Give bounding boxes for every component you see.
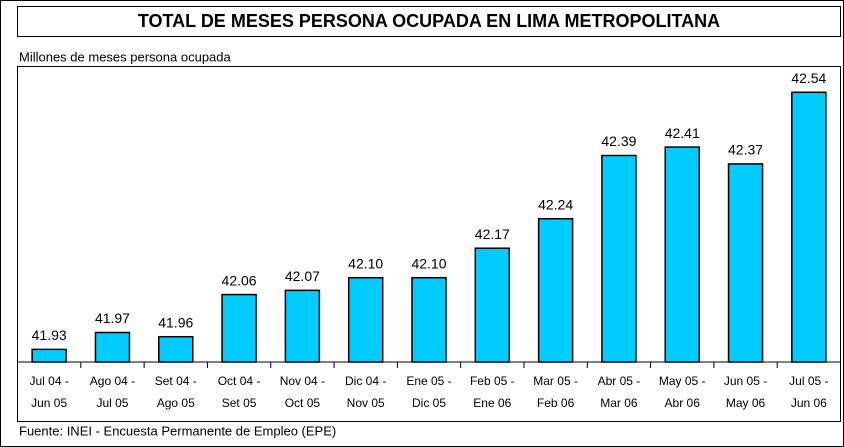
bar — [221, 293, 257, 363]
x-tick-label: Set 04 - Ago 05 — [155, 374, 197, 410]
x-tick-label: Nov 04 - Oct 05 — [280, 374, 325, 410]
x-tick-label: Abr 05 - Mar 06 — [598, 374, 641, 410]
x-tick-label-line: Jun 05 - — [724, 374, 767, 388]
bar — [284, 289, 321, 363]
x-tick-label: Feb 05 - Ene 06 — [470, 374, 515, 410]
bar — [158, 335, 194, 363]
value-label: 42.17 — [475, 226, 510, 242]
x-tick-label: Ago 04 - Jul 05 — [90, 374, 135, 410]
x-tick-label: Jul 04 - Jun 05 — [29, 374, 68, 410]
value-label: 41.93 — [32, 327, 67, 343]
value-label: 42.41 — [665, 125, 700, 141]
x-tick-label-line: May 06 — [726, 396, 766, 410]
bar — [664, 146, 700, 363]
x-tick-label-line: Feb 05 - — [470, 374, 515, 388]
value-label: 42.37 — [728, 142, 763, 158]
source: Fuente: INEI - Encuesta Permanente de Em… — [19, 423, 336, 438]
bar — [601, 154, 637, 363]
x-tick-label-line: Feb 06 — [537, 396, 575, 410]
bar — [347, 276, 384, 363]
value-label: 42.54 — [791, 70, 826, 86]
x-tick-label: Jun 05 - May 06 — [724, 374, 767, 410]
value-label: 42.10 — [411, 255, 446, 271]
bar — [31, 348, 67, 363]
bar — [94, 331, 131, 363]
x-tick-label-line: Nov 04 - — [280, 374, 325, 388]
x-tick-label-line: Abr 05 - — [598, 374, 641, 388]
value-label: 42.06 — [222, 272, 257, 288]
value-label: 41.97 — [95, 310, 130, 326]
x-tick-label-line: Set 05 — [222, 396, 257, 410]
title-box — [17, 6, 841, 37]
bar — [727, 163, 764, 363]
x-tick-label: Ene 05 - Dic 05 — [406, 374, 451, 410]
value-label: 42.07 — [285, 268, 320, 284]
value-label: 42.24 — [538, 196, 573, 212]
x-tick-label-line: Ago 04 - — [90, 374, 135, 388]
x-tick-label-line: Jul 05 — [96, 396, 128, 410]
x-tick-label-line: Set 04 - — [155, 374, 197, 388]
x-tick-label-line: Oct 05 — [285, 396, 321, 410]
x-tick-label-line: Jul 05 - — [789, 374, 828, 388]
x-tick-label: Dic 04 - Nov 05 — [345, 374, 386, 410]
bar — [411, 276, 447, 363]
value-label: 41.96 — [158, 314, 193, 330]
chart-title: TOTAL DE MESES PERSONA OCUPADA EN LIMA M… — [138, 11, 720, 31]
value-label: 42.39 — [601, 133, 636, 149]
x-tick-label-line: Ene 05 - — [406, 374, 451, 388]
bar — [474, 247, 511, 363]
x-tick-label-line: Ene 06 — [473, 396, 511, 410]
plot-frame — [17, 66, 841, 422]
bar — [537, 217, 574, 363]
x-tick-label-line: Mar 05 - — [533, 374, 578, 388]
x-tick-label-line: Jul 04 - — [29, 374, 68, 388]
x-tick-label-line: Dic 05 — [412, 396, 446, 410]
x-tick-label: May 05 - Abr 06 — [659, 374, 706, 410]
x-tick-label: Oct 04 - Set 05 — [218, 374, 261, 410]
x-tick-label-line: Jun 06 — [791, 396, 827, 410]
x-tick-label-line: Jun 05 — [31, 396, 67, 410]
x-tick-label-line: Nov 05 — [347, 396, 385, 410]
x-tick-label: Mar 05 - Feb 06 — [533, 374, 578, 410]
x-tick-label-line: Ago 05 — [157, 396, 195, 410]
subtitle: Millones de meses persona ocupada — [19, 49, 232, 64]
x-tick-label-line: Dic 04 - — [345, 374, 386, 388]
x-tick-label-line: Abr 06 — [665, 396, 701, 410]
x-tick-label-line: May 05 - — [659, 374, 706, 388]
x-tick-label-line: Mar 06 — [600, 396, 638, 410]
value-label: 42.10 — [348, 255, 383, 271]
bar — [791, 91, 827, 363]
x-tick-label-line: Oct 04 - — [218, 374, 261, 388]
x-tick-label: Jul 05 - Jun 06 — [789, 374, 828, 410]
